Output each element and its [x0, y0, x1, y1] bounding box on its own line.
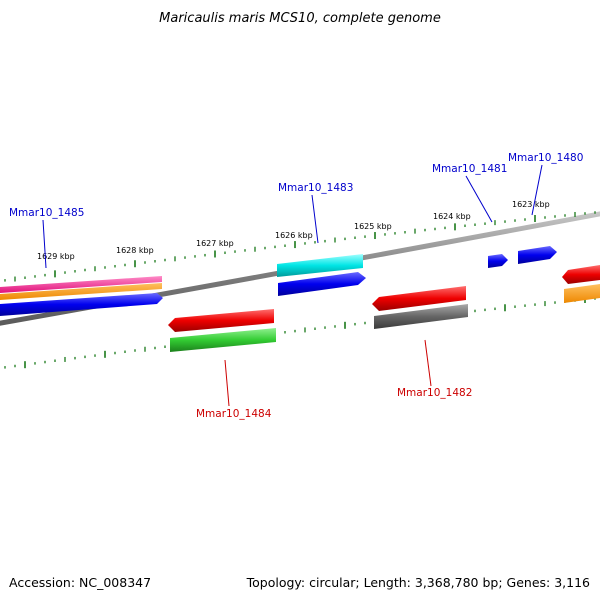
gene-reverse-1484[interactable] — [168, 309, 274, 332]
gene-forward-1483[interactable] — [278, 272, 366, 296]
accession-text: Accession: NC_008347 — [9, 575, 151, 590]
gene-label-mmar10-1481[interactable]: Mmar10_1481 — [432, 163, 507, 175]
gene-forward-1481[interactable] — [488, 254, 508, 268]
feature-pink-left[interactable] — [0, 276, 162, 293]
ruler-label-1626: 1626 kbp — [275, 231, 313, 240]
gene-label-mmar10-1483[interactable]: Mmar10_1483 — [278, 182, 353, 194]
leader-line-1484 — [224, 359, 230, 407]
gene-label-mmar10-1485[interactable]: Mmar10_1485 — [9, 207, 84, 219]
gene-label-mmar10-1482[interactable]: Mmar10_1482 — [397, 387, 472, 399]
gene-reverse-right[interactable] — [562, 265, 600, 284]
feature-orange-left[interactable] — [0, 283, 162, 300]
feature-trna-1483[interactable] — [277, 254, 363, 277]
leader-line-1483 — [311, 194, 319, 244]
gene-forward-left[interactable] — [0, 293, 163, 316]
leader-line-1485 — [42, 219, 47, 269]
leader-line-1482 — [424, 339, 432, 387]
gene-forward-1480[interactable] — [518, 246, 557, 264]
ruler-label-1624: 1624 kbp — [433, 212, 471, 221]
leader-line-1481 — [465, 175, 493, 223]
ruler-label-1623: 1623 kbp — [512, 200, 550, 209]
gene-label-mmar10-1480[interactable]: Mmar10_1480 — [508, 152, 583, 164]
gene-reverse-1482[interactable] — [372, 286, 466, 311]
ruler-label-1628: 1628 kbp — [116, 246, 154, 255]
genome-summary-text: Topology: circular; Length: 3,368,780 bp… — [246, 575, 590, 590]
ruler-label-1627: 1627 kbp — [196, 239, 234, 248]
feature-rrna-1484[interactable] — [170, 328, 276, 352]
gene-label-mmar10-1484[interactable]: Mmar10_1484 — [196, 408, 272, 420]
ruler-label-1629: 1629 kbp — [37, 252, 75, 261]
ruler-label-1625: 1625 kbp — [354, 222, 392, 231]
leader-line-1480 — [531, 164, 543, 216]
outer-tick-ring — [4, 211, 596, 282]
feature-orange-right[interactable] — [564, 284, 600, 303]
feature-pseudo-1482[interactable] — [374, 304, 468, 329]
map-title: Maricaulis maris MCS10, complete genome — [159, 11, 441, 26]
